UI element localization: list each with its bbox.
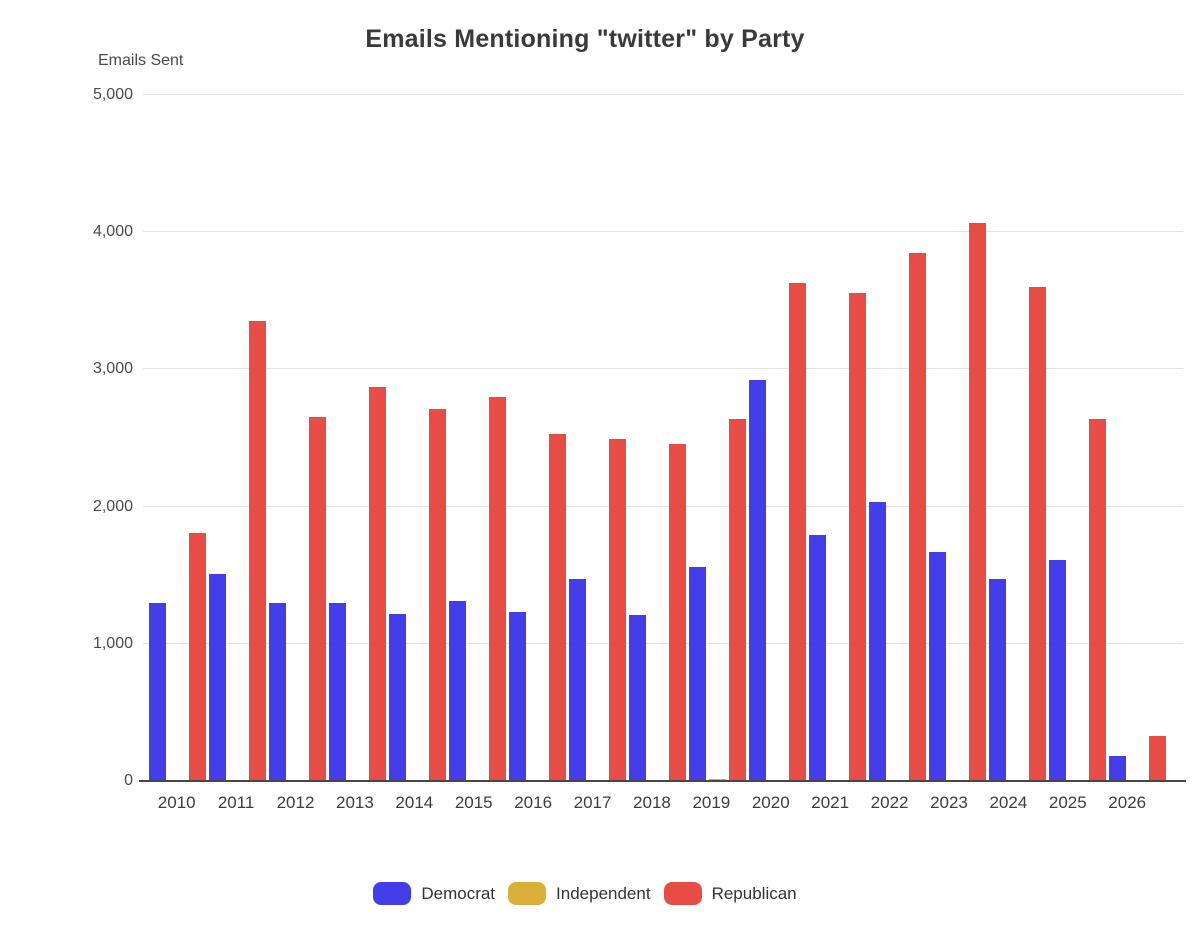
bar-democrat-2011 bbox=[208, 573, 226, 781]
x-tick-label-2022: 2022 bbox=[870, 793, 909, 812]
legend-item-independent[interactable]: Independent bbox=[508, 882, 651, 905]
y-axis-unit-label: Emails Sent bbox=[98, 52, 184, 69]
bar-group-2024 bbox=[987, 95, 1047, 781]
y-tick-label-0: 0 bbox=[124, 772, 133, 789]
bar-democrat-2015 bbox=[448, 601, 466, 781]
bar-group-2019 bbox=[687, 95, 747, 781]
bar-republican-2011 bbox=[248, 321, 266, 781]
bar-democrat-2016 bbox=[508, 612, 526, 781]
bar-group-2017 bbox=[567, 95, 627, 781]
legend-item-republican[interactable]: Republican bbox=[663, 882, 797, 905]
gridline-4000 bbox=[143, 231, 1183, 233]
y-tick-label-2000: 2,000 bbox=[92, 497, 133, 515]
x-tick-label-2011: 2011 bbox=[217, 793, 255, 812]
bar-group-2023 bbox=[927, 95, 987, 781]
bar-republican-2016 bbox=[548, 433, 566, 781]
x-tick-label-2018: 2018 bbox=[633, 793, 671, 812]
bar-group-2021 bbox=[807, 95, 867, 781]
bar-republican-2024 bbox=[1028, 287, 1046, 781]
bar-democrat-2021 bbox=[808, 535, 826, 781]
bar-group-2015 bbox=[447, 95, 507, 781]
bar-republican-2014 bbox=[428, 409, 446, 781]
bar-group-2016 bbox=[507, 95, 567, 781]
x-axis-labels: 2010 2011 2012 2013 2014 2015 2016 2017 2018 2019… bbox=[147, 793, 1157, 813]
x-axis-line bbox=[139, 780, 1186, 782]
bar-republican-2020 bbox=[788, 282, 806, 781]
bar-democrat-2019 bbox=[688, 566, 706, 781]
bar-democrat-2013 bbox=[328, 602, 346, 781]
bar-group-2022 bbox=[867, 95, 927, 781]
legend-swatch-democrat bbox=[373, 882, 412, 905]
bar-republican-2013 bbox=[368, 387, 386, 781]
y-tick-label-1000: 1,000 bbox=[92, 634, 133, 652]
bar-republican-2025 bbox=[1088, 418, 1106, 781]
x-tick-label-2023: 2023 bbox=[930, 793, 968, 812]
bar-group-2026 bbox=[1107, 95, 1167, 781]
bar-group-2025 bbox=[1047, 95, 1107, 781]
chart-legend: Democrat Independent Republican bbox=[0, 882, 1170, 905]
bar-group-2020 bbox=[747, 95, 807, 781]
bar-groups bbox=[147, 95, 1166, 781]
x-tick-label-2020: 2020 bbox=[751, 793, 790, 812]
legend-label-democrat: Democrat bbox=[421, 883, 496, 903]
gridline-2000 bbox=[143, 505, 1183, 507]
x-tick-label-2025: 2025 bbox=[1048, 793, 1087, 812]
bar-group-2012 bbox=[267, 95, 327, 781]
bar-group-2018 bbox=[627, 95, 687, 781]
chart-title: Emails Mentioning "twitter" by Party bbox=[365, 25, 805, 53]
bar-republican-2021 bbox=[848, 292, 866, 781]
bar-democrat-2017 bbox=[568, 579, 586, 781]
bar-republican-2012 bbox=[308, 417, 326, 781]
x-tick-label-2024: 2024 bbox=[989, 793, 1028, 812]
bar-democrat-2026 bbox=[1108, 756, 1126, 781]
x-tick-label-2015: 2015 bbox=[454, 793, 493, 812]
x-tick-label-2010: 2010 bbox=[157, 793, 196, 812]
bar-republican-2018 bbox=[668, 443, 686, 781]
bar-democrat-2023 bbox=[928, 551, 946, 781]
legend-label-independent: Independent bbox=[556, 883, 651, 903]
x-tick-label-2017: 2017 bbox=[573, 793, 612, 812]
legend-label-republican: Republican bbox=[711, 883, 797, 903]
x-tick-label-2021: 2021 bbox=[811, 793, 850, 812]
bar-democrat-2020 bbox=[748, 380, 766, 781]
bar-democrat-2024 bbox=[988, 579, 1006, 781]
bar-republican-2017 bbox=[608, 439, 626, 781]
bar-independent-2019 bbox=[708, 778, 726, 781]
x-tick-label-2016: 2016 bbox=[514, 793, 553, 812]
bar-group-2014 bbox=[387, 95, 447, 781]
gridline-3000 bbox=[143, 368, 1183, 370]
bar-group-2011 bbox=[207, 95, 267, 781]
x-tick-label-2013: 2013 bbox=[336, 793, 374, 812]
bar-democrat-2012 bbox=[268, 602, 286, 781]
gridline-5000 bbox=[143, 94, 1183, 95]
y-tick-label-5000: 5,000 bbox=[92, 86, 133, 103]
y-axis-labels: 0 1,000 2,000 3,000 4,000 5,000 bbox=[0, 86, 133, 789]
bar-democrat-2025 bbox=[1048, 560, 1066, 781]
x-tick-label-2012: 2012 bbox=[276, 793, 315, 812]
bar-democrat-2022 bbox=[868, 502, 886, 781]
plot-area bbox=[139, 94, 1186, 782]
bar-republican-2010 bbox=[188, 532, 206, 781]
bar-democrat-2010 bbox=[148, 602, 166, 781]
bar-republican-2022 bbox=[908, 252, 926, 781]
legend-swatch-republican bbox=[663, 882, 702, 905]
bar-group-2010 bbox=[147, 95, 207, 781]
legend-swatch-independent bbox=[508, 882, 547, 905]
bar-group-2013 bbox=[327, 95, 387, 781]
bar-republican-2019 bbox=[728, 418, 746, 781]
y-tick-label-4000: 4,000 bbox=[92, 223, 133, 241]
x-tick-label-2026: 2026 bbox=[1108, 793, 1147, 812]
bar-republican-2023 bbox=[968, 222, 986, 781]
bar-democrat-2018 bbox=[628, 615, 646, 781]
bar-republican-2015 bbox=[488, 396, 506, 781]
bar-republican-2026 bbox=[1148, 735, 1166, 781]
gridline-1000 bbox=[143, 642, 1183, 644]
legend-item-democrat[interactable]: Democrat bbox=[373, 882, 495, 905]
x-tick-label-2014: 2014 bbox=[395, 793, 434, 812]
y-tick-label-3000: 3,000 bbox=[92, 360, 133, 378]
x-tick-label-2019: 2019 bbox=[692, 793, 731, 812]
bar-democrat-2014 bbox=[388, 613, 406, 781]
